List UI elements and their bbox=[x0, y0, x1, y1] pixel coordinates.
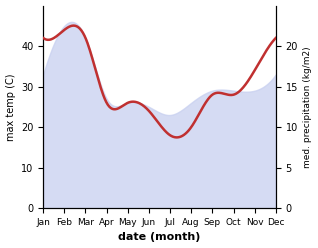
Y-axis label: max temp (C): max temp (C) bbox=[5, 73, 16, 141]
Y-axis label: med. precipitation (kg/m2): med. precipitation (kg/m2) bbox=[303, 46, 313, 168]
X-axis label: date (month): date (month) bbox=[118, 232, 201, 243]
